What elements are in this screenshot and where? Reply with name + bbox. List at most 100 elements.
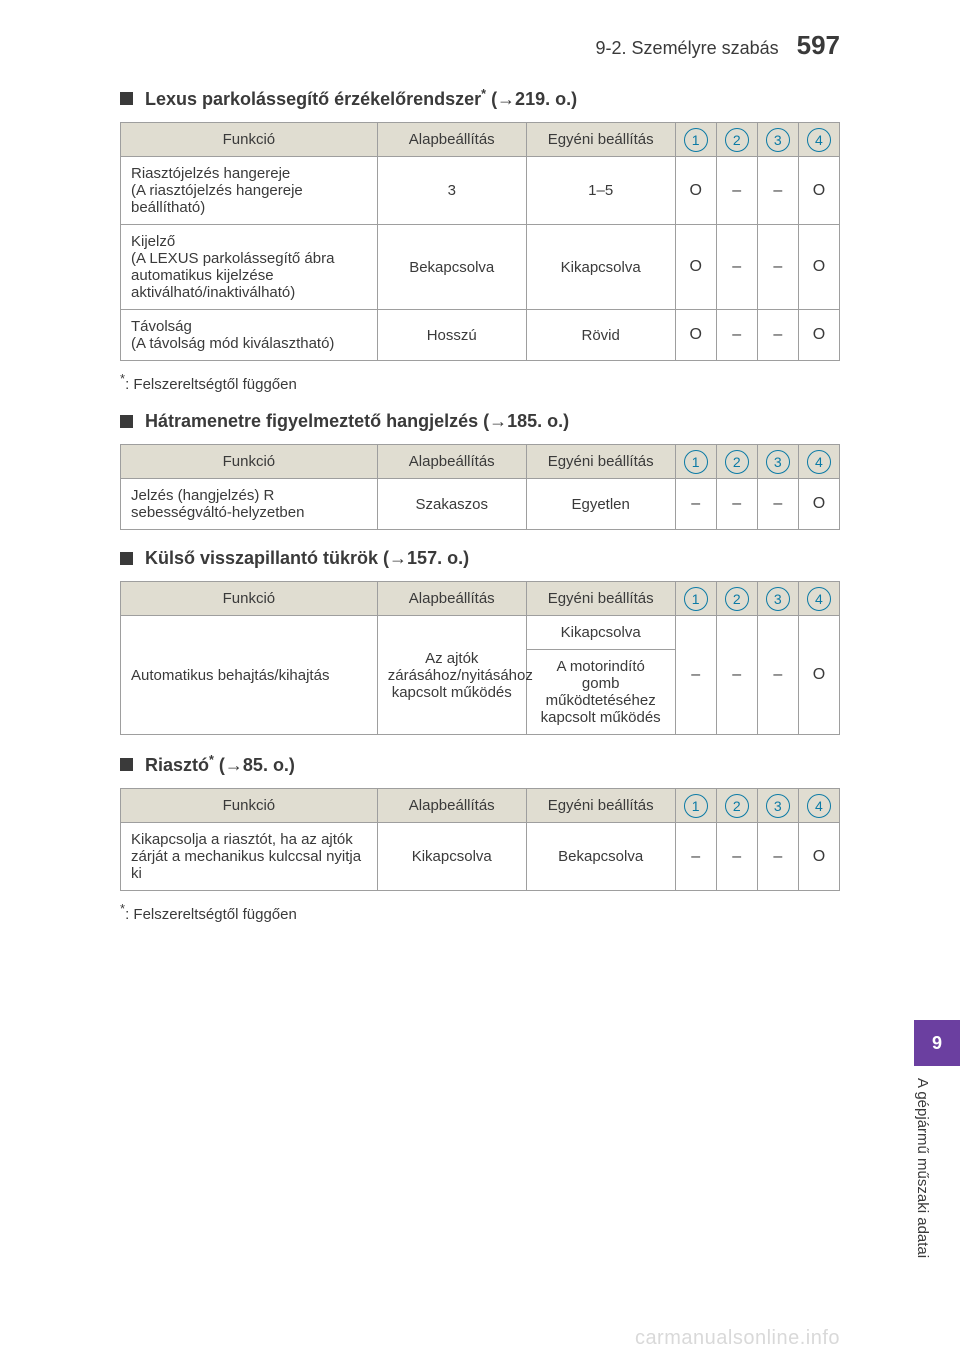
footnote-text: Felszereltségtől függően bbox=[133, 906, 296, 923]
title-ref: (→219. o.) bbox=[486, 89, 577, 109]
title-ref: →185. o.) bbox=[489, 411, 569, 431]
th-func: Funkció bbox=[121, 789, 378, 823]
square-bullet-icon bbox=[120, 552, 133, 565]
th-num-4: 4 bbox=[798, 789, 839, 823]
th-num-3: 3 bbox=[757, 123, 798, 157]
table-row: Kikapcsolja a riasztót, ha az ajtók zárj… bbox=[121, 823, 840, 891]
circled-number-icon: 3 bbox=[766, 128, 790, 152]
circled-number-icon: 2 bbox=[725, 128, 749, 152]
cell-mark: – bbox=[716, 479, 757, 530]
table-mirrors: Funkció Alapbeállítás Egyéni beállítás 1… bbox=[120, 581, 840, 735]
cell-cust: Egyetlen bbox=[526, 479, 675, 530]
cell-mark: – bbox=[675, 823, 716, 891]
circled-number-icon: 2 bbox=[725, 450, 749, 474]
title-text: Lexus parkolássegítő érzékelőrendszer bbox=[145, 89, 481, 109]
cell-mark: O bbox=[798, 157, 839, 225]
th-def: Alapbeállítás bbox=[377, 445, 526, 479]
cell-func: Riasztójelzés hangereje(A riasztójelzés … bbox=[121, 157, 378, 225]
th-cust: Egyéni beállítás bbox=[526, 789, 675, 823]
cell-def: Hosszú bbox=[377, 310, 526, 361]
th-num-3: 3 bbox=[757, 582, 798, 616]
section-title-parking: Lexus parkolássegítő érzékelőrendszer* (… bbox=[120, 87, 840, 110]
title-text: Külső visszapillantó tükrök ( bbox=[145, 548, 389, 568]
cell-def: 3 bbox=[377, 157, 526, 225]
cell-mark: O bbox=[798, 616, 839, 735]
title-text: Hátramenetre figyelmeztető hangjelzés ( bbox=[145, 411, 489, 431]
cell-mark: – bbox=[716, 616, 757, 735]
th-num-4: 4 bbox=[798, 582, 839, 616]
cell-mark: – bbox=[716, 310, 757, 361]
cell-mark: – bbox=[675, 479, 716, 530]
cell-mark: – bbox=[757, 616, 798, 735]
cell-mark: – bbox=[757, 225, 798, 310]
circled-number-icon: 1 bbox=[684, 587, 708, 611]
circled-number-icon: 1 bbox=[684, 450, 708, 474]
square-bullet-icon bbox=[120, 415, 133, 428]
circled-number-icon: 1 bbox=[684, 794, 708, 818]
table-alarm: Funkció Alapbeállítás Egyéni beállítás 1… bbox=[120, 788, 840, 891]
cell-mark: O bbox=[798, 225, 839, 310]
cell-cust: A motorindító gomb működtetéséhez kapcso… bbox=[526, 650, 675, 735]
footnote-parking: *: Felszereltségtől függően bbox=[120, 371, 840, 393]
th-def: Alapbeállítás bbox=[377, 123, 526, 157]
table-reverse: Funkció Alapbeállítás Egyéni beállítás 1… bbox=[120, 444, 840, 530]
cell-mark: O bbox=[675, 310, 716, 361]
cell-mark: – bbox=[757, 823, 798, 891]
circled-number-icon: 4 bbox=[807, 450, 831, 474]
cell-cust: Kikapcsolva bbox=[526, 616, 675, 650]
title-text: Riasztó bbox=[145, 755, 209, 775]
th-num-3: 3 bbox=[757, 789, 798, 823]
th-num-1: 1 bbox=[675, 445, 716, 479]
th-num-2: 2 bbox=[716, 445, 757, 479]
th-func: Funkció bbox=[121, 123, 378, 157]
circled-number-icon: 3 bbox=[766, 587, 790, 611]
cell-cust: Kikapcsolva bbox=[526, 225, 675, 310]
th-num-1: 1 bbox=[675, 582, 716, 616]
circled-number-icon: 2 bbox=[725, 587, 749, 611]
cell-mark: – bbox=[757, 310, 798, 361]
th-num-2: 2 bbox=[716, 789, 757, 823]
chapter-tab: 9 A gépjármű műszaki adatai bbox=[914, 1020, 960, 1360]
cell-func: Kikapcsolja a riasztót, ha az ajtók zárj… bbox=[121, 823, 378, 891]
square-bullet-icon bbox=[120, 758, 133, 771]
cell-mark: O bbox=[798, 823, 839, 891]
cell-mark: – bbox=[716, 157, 757, 225]
table-row: Riasztójelzés hangereje(A riasztójelzés … bbox=[121, 157, 840, 225]
title-ref: (→85. o.) bbox=[214, 755, 295, 775]
cell-def: Szakaszos bbox=[377, 479, 526, 530]
section-crumb: 9-2. Személyre szabás bbox=[596, 38, 779, 59]
cell-mark: – bbox=[716, 823, 757, 891]
cell-mark: – bbox=[716, 225, 757, 310]
circled-number-icon: 3 bbox=[766, 450, 790, 474]
th-func: Funkció bbox=[121, 445, 378, 479]
cell-def: Az ajtók zárásához/nyitásához kapcsolt m… bbox=[377, 616, 526, 735]
th-num-3: 3 bbox=[757, 445, 798, 479]
circled-number-icon: 2 bbox=[725, 794, 749, 818]
cell-cust: Bekapcsolva bbox=[526, 823, 675, 891]
th-def: Alapbeállítás bbox=[377, 789, 526, 823]
circled-number-icon: 3 bbox=[766, 794, 790, 818]
cell-def: Kikapcsolva bbox=[377, 823, 526, 891]
square-bullet-icon bbox=[120, 92, 133, 105]
footnote-text: Felszereltségtől függően bbox=[133, 376, 296, 393]
circled-number-icon: 4 bbox=[807, 587, 831, 611]
title-ref: →157. o.) bbox=[389, 548, 469, 568]
th-num-4: 4 bbox=[798, 445, 839, 479]
cell-mark: O bbox=[675, 225, 716, 310]
th-func: Funkció bbox=[121, 582, 378, 616]
th-num-1: 1 bbox=[675, 123, 716, 157]
section-title-mirrors: Külső visszapillantó tükrök (→157. o.) bbox=[120, 548, 840, 569]
table-row: Kijelző(A LEXUS parkolássegítő ábra auto… bbox=[121, 225, 840, 310]
cell-func: Jelzés (hangjelzés) R sebességváltó-hely… bbox=[121, 479, 378, 530]
th-num-4: 4 bbox=[798, 123, 839, 157]
th-num-2: 2 bbox=[716, 123, 757, 157]
table-row: Jelzés (hangjelzés) R sebességváltó-hely… bbox=[121, 479, 840, 530]
watermark: carmanualsonline.info bbox=[635, 1327, 840, 1350]
cell-cust: 1–5 bbox=[526, 157, 675, 225]
chapter-number: 9 bbox=[914, 1020, 960, 1066]
circled-number-icon: 4 bbox=[807, 128, 831, 152]
table-row: Automatikus behajtás/kihajtás Az ajtók z… bbox=[121, 616, 840, 650]
cell-mark: O bbox=[675, 157, 716, 225]
th-def: Alapbeállítás bbox=[377, 582, 526, 616]
circled-number-icon: 4 bbox=[807, 794, 831, 818]
